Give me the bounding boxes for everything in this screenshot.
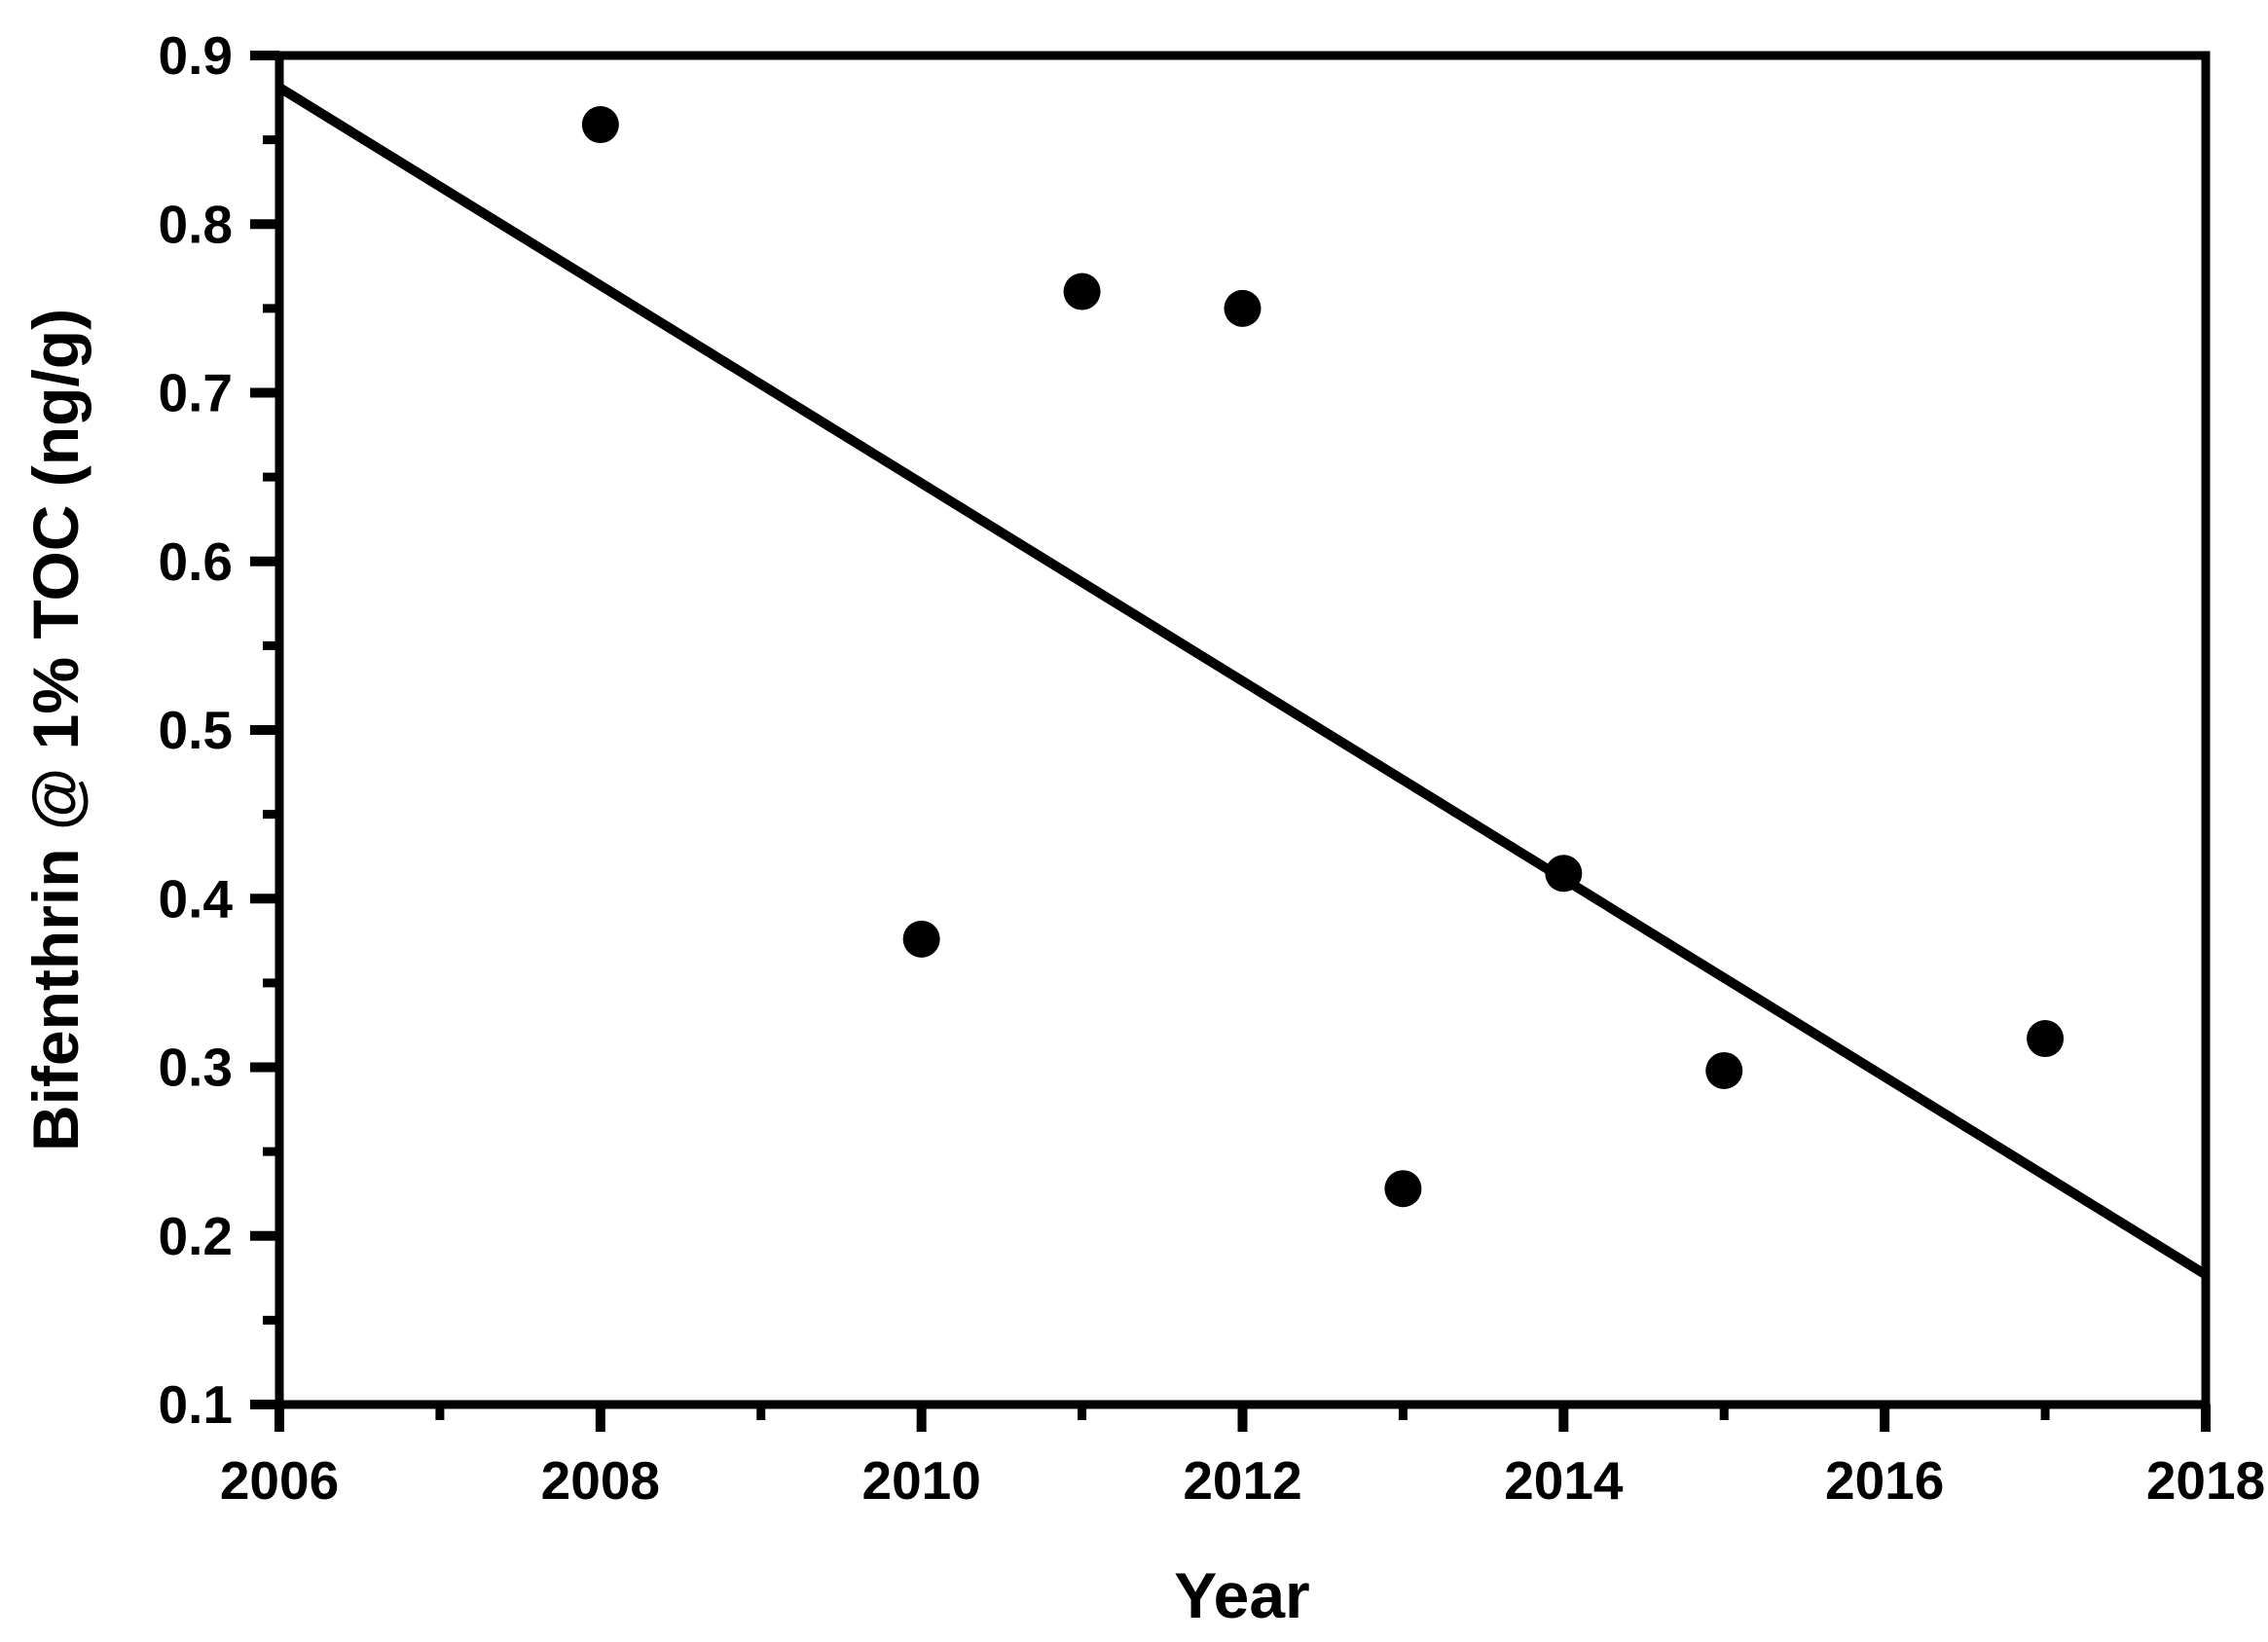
x-tick-label: 2006 [220, 1450, 339, 1511]
data-point [1705, 1051, 1743, 1089]
data-point [902, 920, 940, 958]
x-tick-label: 2014 [1504, 1450, 1624, 1511]
x-tick-label: 2016 [1825, 1450, 1944, 1511]
y-tick-label: 0.8 [159, 194, 233, 254]
regression-line [276, 83, 2209, 1279]
y-tick-label: 0.6 [159, 531, 233, 592]
y-tick-label: 0.4 [159, 868, 234, 929]
x-tick-label: 2008 [541, 1450, 660, 1511]
y-axis-ticks [250, 51, 279, 1409]
data-point [581, 106, 619, 144]
x-axis-title: Year [1174, 1559, 1309, 1631]
x-tick-label: 2012 [1183, 1450, 1301, 1511]
data-point [1384, 1170, 1422, 1208]
y-tick-label: 0.3 [159, 1038, 233, 1098]
x-tick-label: 2018 [2146, 1450, 2265, 1511]
plot-frame [274, 51, 2211, 1409]
trend-line [276, 83, 2209, 1279]
axis-frame [274, 51, 2211, 1409]
data-point [1063, 273, 1101, 310]
data-points [581, 106, 2065, 1208]
y-tick-label: 0.7 [159, 363, 233, 423]
y-tick-label: 0.9 [159, 25, 233, 86]
x-axis-ticks [274, 1405, 2211, 1432]
y-axis-tick-labels: 0.1 0.2 0.3 0.4 0.5 0.6 0.7 0.8 0.9 [159, 25, 234, 1435]
y-tick-label: 0.5 [159, 700, 233, 760]
x-tick-label: 2010 [861, 1450, 980, 1511]
y-tick-label: 0.1 [159, 1374, 233, 1435]
data-point [1224, 289, 1262, 327]
data-point [2027, 1020, 2065, 1058]
y-tick-label: 0.2 [159, 1206, 233, 1266]
y-axis-title: Bifenthrin @ 1% TOC (ng/g) [19, 309, 91, 1151]
data-point [1545, 855, 1583, 893]
x-axis-tick-labels: 2006 2008 2010 2012 2014 2016 2018 [220, 1450, 2265, 1511]
